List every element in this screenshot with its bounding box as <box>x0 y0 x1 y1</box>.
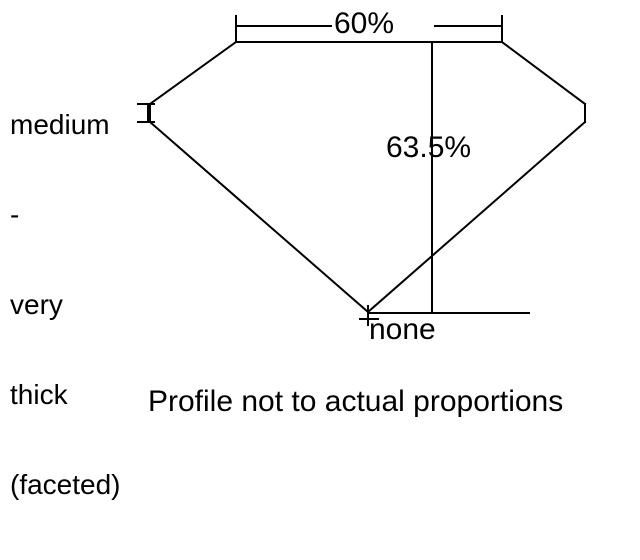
table-percent-label: 60% <box>334 7 395 40</box>
crown-right-slope-line <box>500 40 587 106</box>
depth-percent-label: 63.5% <box>386 131 472 164</box>
girdle-label-line-1: medium <box>10 109 110 140</box>
culet-label: none <box>369 313 436 346</box>
girdle-label-line-3: very <box>10 289 63 320</box>
pavilion-right-slope-line <box>366 120 587 314</box>
profile-drawing <box>137 15 587 326</box>
caption-text: Profile not to actual proportions <box>148 385 564 418</box>
crown-left-slope-line <box>148 40 238 106</box>
pavilion-left-slope-line <box>148 120 370 314</box>
girdle-label-line-2: - <box>10 199 20 230</box>
girdle-thickness-label: medium - very thick (faceted) <box>10 50 121 560</box>
gemstone-profile-diagram: medium - very thick (faceted) 60% 63.5% … <box>10 7 587 500</box>
girdle-label-line-5: (faceted) <box>10 469 121 500</box>
girdle-label-line-4: thick <box>10 379 68 410</box>
